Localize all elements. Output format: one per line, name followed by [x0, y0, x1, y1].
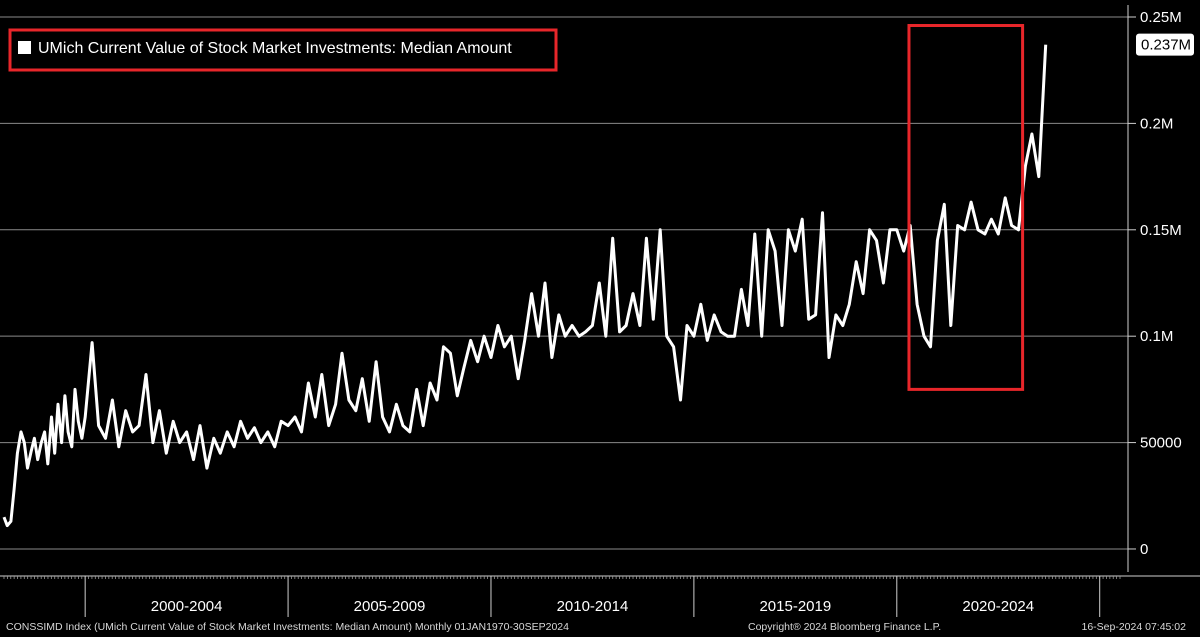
- series-line: [2, 44, 1048, 528]
- highlight-box: [907, 24, 1025, 391]
- last-value-callout: 0.237M: [1136, 33, 1194, 56]
- legend-label: UMich Current Value of Stock Market Inve…: [38, 40, 512, 57]
- legend-box: [8, 28, 558, 72]
- footer-source: CONSSIMD Index (UMich Current Value of S…: [6, 621, 569, 633]
- y-tick-label-4: 0.2M: [1140, 115, 1173, 132]
- series-layer: [2, 44, 1048, 528]
- footer: CONSSIMD Index (UMich Current Value of S…: [0, 618, 1200, 637]
- x-period-label-4: 2020-2024: [962, 598, 1034, 615]
- x-period-label-1: 2005-2009: [354, 598, 426, 615]
- x-period-label-3: 2015-2019: [759, 598, 831, 615]
- legend-swatch: [18, 41, 31, 54]
- x-axis: 2000-2004 2005-2009 2010-2014 2015-2019 2020…: [0, 575, 1200, 617]
- y-tick-label-5: 0.25M: [1140, 9, 1182, 26]
- footer-timestamp: 16-Sep-2024 07:45:02: [1081, 621, 1186, 633]
- x-period-label-2: 2010-2014: [557, 598, 629, 615]
- footer-copyright: Copyright® 2024 Bloomberg Finance L.P.: [748, 621, 942, 633]
- y-axis-labels: 0 50000 0.1M 0.15M 0.2M 0.25M: [1140, 9, 1182, 558]
- y-tick-label-1: 50000: [1140, 435, 1182, 452]
- gridlines: [0, 5, 1136, 572]
- x-period-label-0: 2000-2004: [151, 598, 223, 615]
- last-value-box: [1136, 33, 1194, 56]
- y-tick-label-2: 0.1M: [1140, 328, 1173, 345]
- y-tick-label-0: 0: [1140, 541, 1148, 558]
- y-tick-label-3: 0.15M: [1140, 222, 1182, 239]
- last-value-label: 0.237M: [1141, 37, 1191, 54]
